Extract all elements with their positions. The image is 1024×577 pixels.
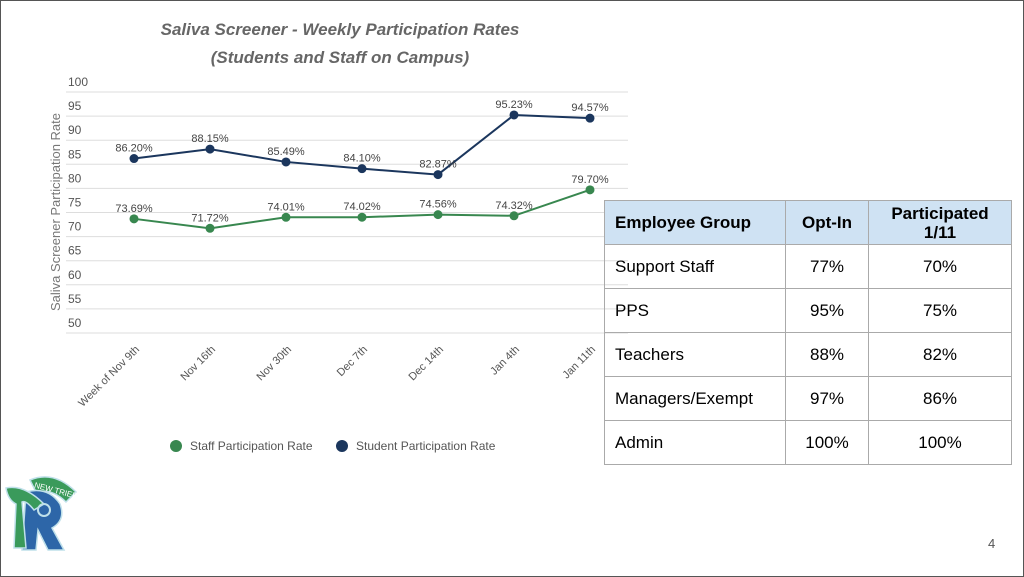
y-axis-label: Saliva Screener Participation Rate xyxy=(48,113,63,311)
group-cell: PPS xyxy=(604,288,786,333)
participated-cell: 70% xyxy=(868,244,1012,289)
data-point xyxy=(509,110,519,120)
legend-staff-label: Staff Participation Rate xyxy=(190,439,313,453)
legend-student-marker-icon xyxy=(336,440,348,452)
data-point xyxy=(585,185,595,195)
page-number: 4 xyxy=(988,536,996,551)
group-cell: Teachers xyxy=(604,332,786,377)
group-cell: Managers/Exempt xyxy=(604,376,786,421)
y-tick-label: 65 xyxy=(68,244,82,258)
y-tick-label: 50 xyxy=(68,316,82,330)
data-point xyxy=(585,113,595,123)
data-point xyxy=(357,212,367,222)
data-label: 86.20% xyxy=(115,143,153,155)
opt-in-cell: 100% xyxy=(785,420,869,465)
y-tick-label: 75 xyxy=(68,196,82,210)
legend-staff: Staff Participation Rate xyxy=(170,439,313,453)
header-participated: Participated 1/11 xyxy=(868,200,1012,245)
data-label: 84.10% xyxy=(343,153,381,165)
x-tick-label: Jan 4th xyxy=(488,344,522,378)
x-tick-label: Dec 7th xyxy=(335,344,370,379)
table-row: Managers/Exempt 97% 86% xyxy=(604,376,1012,421)
data-point xyxy=(205,223,215,233)
data-label: 73.69% xyxy=(115,203,153,215)
x-tick-label: Nov 16th xyxy=(179,344,219,384)
legend-student-label: Student Participation Rate xyxy=(356,439,496,453)
data-point xyxy=(433,210,443,220)
chart-title: Saliva Screener - Weekly Participation R… xyxy=(160,20,520,39)
data-point xyxy=(129,154,139,164)
y-tick-label: 70 xyxy=(68,220,82,234)
data-label: 74.56% xyxy=(419,199,457,211)
table-header-row: Employee Group Opt-In Participated 1/11 xyxy=(604,200,1012,245)
data-label: 74.02% xyxy=(343,201,381,213)
data-label: 85.49% xyxy=(267,146,305,158)
participated-cell: 75% xyxy=(868,288,1012,333)
data-label: 79.70% xyxy=(571,174,609,186)
y-tick-label: 55 xyxy=(68,292,82,306)
line-chart: 50 55 60 65 70 75 80 85 90 95 100 Saliva Screener P… xyxy=(48,75,628,410)
participated-cell: 82% xyxy=(868,332,1012,377)
opt-in-cell: 77% xyxy=(785,244,869,289)
table-row: PPS 95% 75% xyxy=(604,288,1012,333)
participated-cell: 100% xyxy=(868,420,1012,465)
table-row: Admin 100% 100% xyxy=(604,420,1012,465)
data-label: 74.32% xyxy=(495,200,533,212)
data-point xyxy=(281,157,291,167)
data-label: 71.72% xyxy=(191,212,229,224)
new-trier-logo: NEW TRIER xyxy=(5,476,79,551)
y-tick-label: 80 xyxy=(68,171,82,185)
y-tick-label: 85 xyxy=(68,147,82,161)
x-tick-label: Jan 11th xyxy=(560,344,598,382)
y-tick-label: 60 xyxy=(68,268,82,282)
opt-in-cell: 95% xyxy=(785,288,869,333)
header-opt-in: Opt-In xyxy=(785,200,869,245)
data-point xyxy=(129,214,139,224)
opt-in-cell: 97% xyxy=(785,376,869,421)
table-row: Teachers 88% 82% xyxy=(604,332,1012,377)
chart-subtitle: (Students and Staff on Campus) xyxy=(210,48,470,67)
y-tick-label: 90 xyxy=(68,123,82,137)
x-tick-label: Dec 14th xyxy=(407,344,447,384)
data-label: 82.87% xyxy=(419,159,457,171)
y-tick-label: 100 xyxy=(68,75,88,89)
group-cell: Support Staff xyxy=(604,244,786,289)
opt-in-cell: 88% xyxy=(785,332,869,377)
data-label: 94.57% xyxy=(571,102,609,114)
employee-participation-table: Employee Group Opt-In Participated 1/11 … xyxy=(604,200,1012,465)
x-tick-label: Nov 30th xyxy=(255,344,295,384)
table-row: Support Staff 77% 70% xyxy=(604,244,1012,289)
data-point xyxy=(357,164,367,174)
group-cell: Admin xyxy=(604,420,786,465)
x-tick-label: Week of Nov 9th xyxy=(76,344,142,410)
participated-cell: 86% xyxy=(868,376,1012,421)
header-employee-group: Employee Group xyxy=(604,200,786,245)
data-label: 88.15% xyxy=(191,133,229,145)
legend-student: Student Participation Rate xyxy=(336,439,495,453)
data-point xyxy=(281,212,291,222)
data-point xyxy=(205,144,215,154)
data-label: 74.01% xyxy=(267,201,305,213)
data-point xyxy=(433,170,443,180)
data-point xyxy=(509,211,519,221)
legend-staff-marker-icon xyxy=(170,440,182,452)
y-tick-label: 95 xyxy=(68,99,82,113)
data-label: 95.23% xyxy=(495,99,533,111)
